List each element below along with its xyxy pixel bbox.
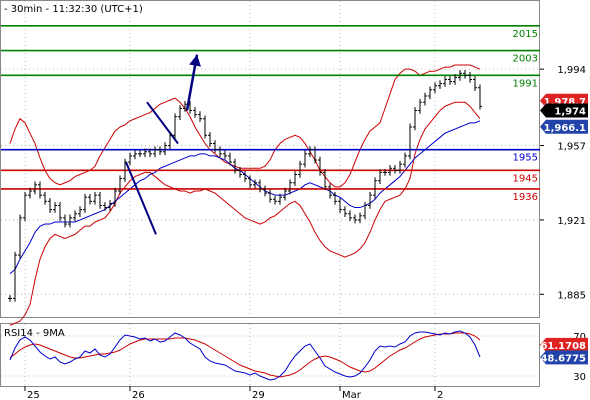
level-label: 1955 <box>513 153 538 164</box>
rsi-tick-label: 30 <box>573 372 586 383</box>
y-tick-label: 1,885 <box>557 290 586 301</box>
level-label: 1936 <box>513 192 538 203</box>
level-label: 1991 <box>513 78 538 89</box>
lower-band-line <box>9 101 481 326</box>
price-tag-box <box>540 119 588 134</box>
price-tag-label: 1,974 <box>554 106 586 117</box>
x-tick-label: 25 <box>27 390 40 400</box>
rsi-title: RSI14 - 9MA <box>4 328 65 339</box>
rsi-ma-line <box>9 332 481 378</box>
price-axis: 1,994 1,957 1,921 1,885 <box>540 65 586 301</box>
price-levels <box>1 24 540 190</box>
projection-arrow <box>185 54 201 111</box>
price-bars <box>8 69 482 302</box>
x-tick-label: 26 <box>132 390 145 400</box>
arrow-head <box>189 54 201 67</box>
main-grid <box>1 1 540 317</box>
rsi-tag-box <box>540 350 588 365</box>
level-label: 2015 <box>513 29 538 40</box>
y-tick-label: 1,921 <box>557 216 586 227</box>
rsi-lines <box>9 330 481 381</box>
channel-lower-line <box>125 161 157 235</box>
rsi-line <box>9 330 481 381</box>
rsi-tag-label: 48.6775 <box>540 353 586 364</box>
x-tick-label: Mar <box>342 390 362 400</box>
channel-upper-line <box>146 101 179 145</box>
y-tick-label: 1,957 <box>557 142 586 153</box>
price-tag-label: 1,978.7 <box>544 97 586 108</box>
trend-channel <box>125 101 179 235</box>
x-tick-label: 2 <box>437 390 443 400</box>
time-axis: 25 26 29 Mar 2 <box>24 386 443 400</box>
chart-header: - 30min - 11:32:30 (UTC+1) <box>4 4 143 15</box>
level-labels: 2015 2003 1991 1955 1945 1936 <box>513 29 538 203</box>
level-label: 1945 <box>513 173 538 184</box>
rsi-axis: 70 30 <box>573 332 586 383</box>
x-tick-label: 29 <box>252 390 265 400</box>
price-tags: 1,978.71,974 1,966.1 <box>540 93 588 134</box>
y-tick-label: 1,994 <box>557 65 586 76</box>
rsi-tag-box <box>540 337 588 352</box>
level-label: 2003 <box>513 54 538 65</box>
rsi-tick-label: 70 <box>573 332 586 343</box>
price-tag-box <box>540 103 588 118</box>
rsi-tag-label: 61.1708 <box>540 341 586 352</box>
price-tag-label: 1,966.1 <box>544 123 586 134</box>
